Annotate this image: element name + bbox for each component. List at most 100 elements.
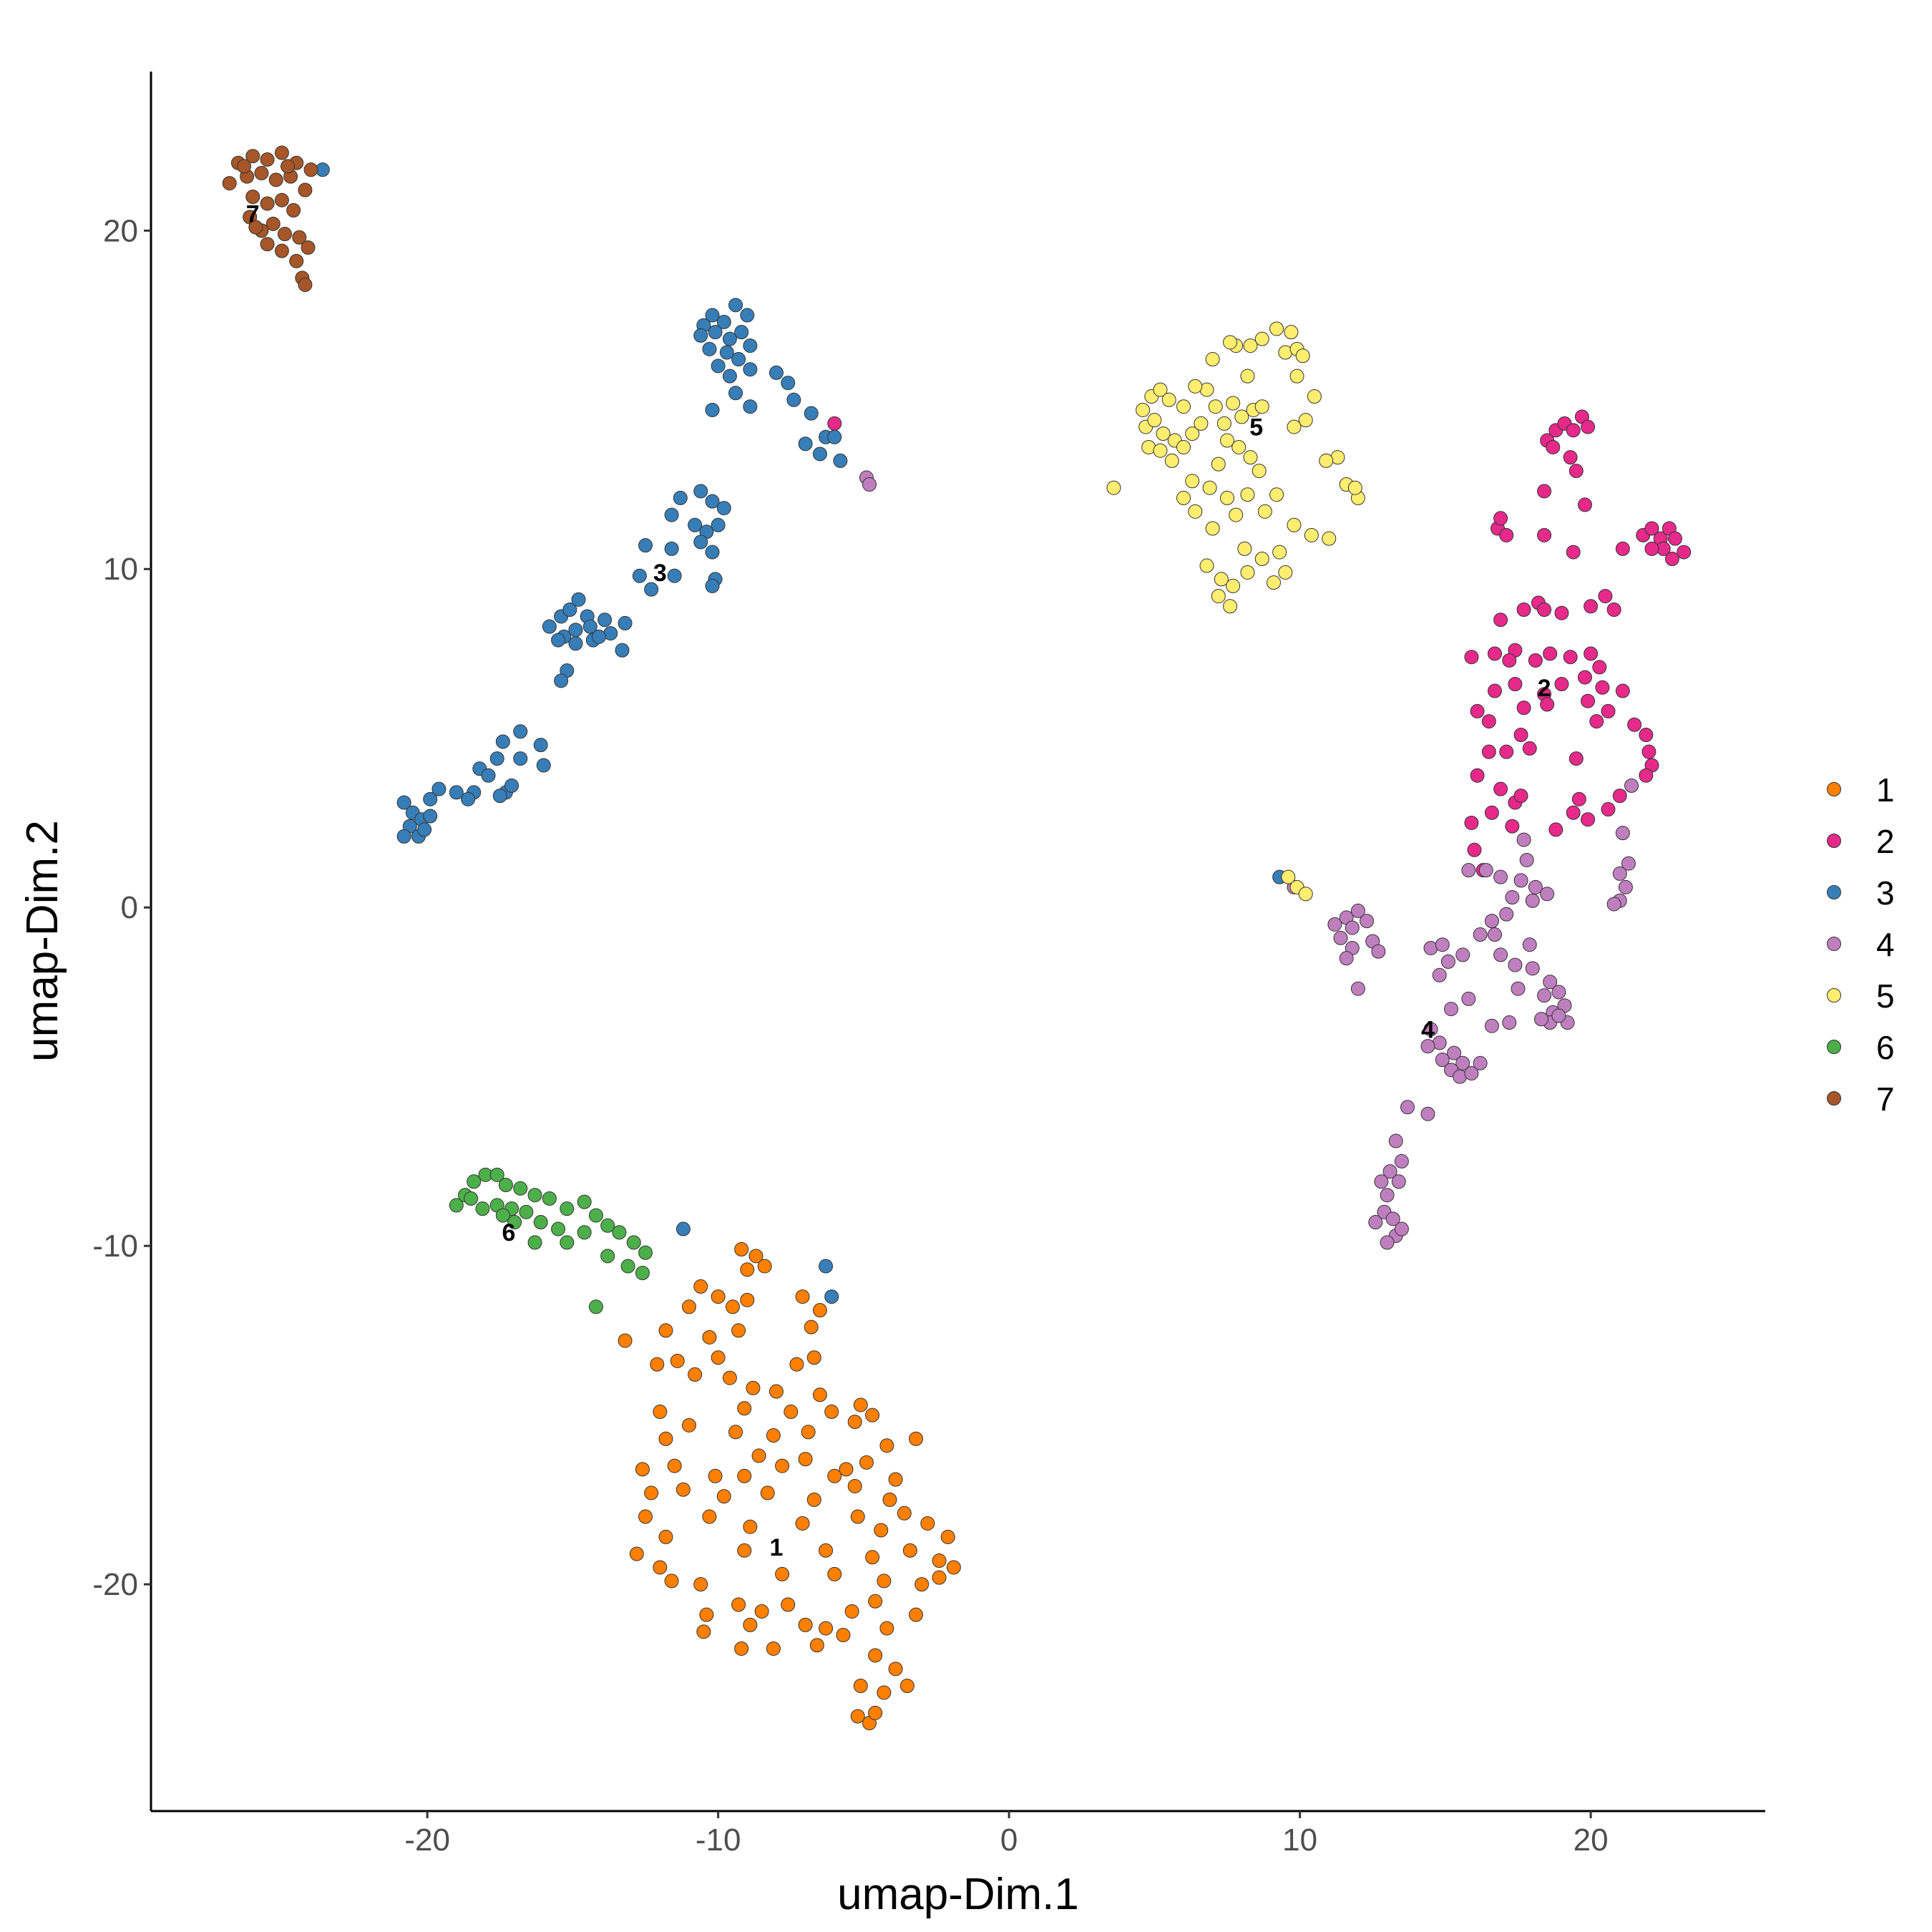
point-cluster-7: [260, 196, 275, 211]
point-cluster-1: [734, 1241, 749, 1257]
point-cluster-5: [1164, 453, 1179, 468]
point-cluster-1: [877, 1685, 892, 1700]
point-cluster-6: [635, 1265, 650, 1280]
legend-item-7: 7: [1827, 1080, 1895, 1118]
point-cluster-4: [1624, 778, 1639, 793]
point-cluster-2: [1677, 545, 1692, 560]
point-cluster-1: [798, 1452, 813, 1467]
point-cluster-4: [1473, 927, 1488, 942]
point-cluster-5: [1257, 504, 1272, 519]
point-cluster-1: [748, 1249, 763, 1264]
point-cluster-2: [1584, 599, 1599, 614]
point-cluster-5: [1267, 575, 1282, 590]
point-cluster-4: [1615, 826, 1630, 841]
point-cluster-2: [1513, 727, 1528, 742]
point-cluster-3: [819, 1259, 834, 1274]
point-cluster-6: [542, 1191, 557, 1206]
point-cluster-4: [1394, 1221, 1409, 1236]
point-cluster-5: [1287, 419, 1302, 434]
point-cluster-3: [582, 619, 597, 634]
point-cluster-1: [940, 1529, 955, 1544]
point-cluster-4: [1374, 1174, 1389, 1189]
point-cluster-1: [682, 1299, 696, 1314]
point-cluster-2: [1470, 703, 1485, 718]
point-cluster-3: [833, 453, 848, 468]
point-cluster-3: [536, 758, 551, 773]
point-cluster-4: [1513, 873, 1528, 888]
point-cluster-2: [1601, 802, 1616, 817]
point-cluster-1: [757, 1259, 772, 1274]
point-cluster-5: [1208, 399, 1223, 414]
point-cluster-7: [222, 176, 237, 191]
point-cluster-4: [1484, 1018, 1499, 1033]
point-cluster-7: [303, 162, 318, 177]
point-cluster-1: [804, 1319, 819, 1335]
point-cluster-1: [650, 1357, 665, 1372]
point-cluster-4: [1385, 1211, 1400, 1226]
point-cluster-4: [1461, 863, 1476, 878]
y-tick-label: 0: [121, 890, 138, 925]
point-cluster-2: [1639, 768, 1654, 783]
point-cluster-1: [751, 1448, 766, 1463]
point-cluster-7: [237, 159, 252, 174]
point-cluster-6: [626, 1235, 641, 1250]
point-cluster-2: [1581, 693, 1596, 708]
point-cluster-5: [1223, 599, 1238, 614]
point-cluster-1: [859, 1455, 874, 1470]
point-cluster-2: [1508, 677, 1523, 692]
point-cluster-1: [809, 1638, 824, 1653]
point-cluster-2: [1627, 717, 1642, 732]
point-cluster-2: [1592, 660, 1607, 675]
point-cluster-1: [824, 1404, 839, 1419]
point-cluster-2: [1667, 531, 1682, 546]
point-cluster-3: [731, 352, 746, 367]
point-cluster-3: [824, 1289, 839, 1304]
point-cluster-4: [1528, 879, 1543, 894]
point-cluster-5: [1237, 541, 1252, 556]
point-cluster-4: [1371, 944, 1386, 959]
point-cluster-6: [527, 1235, 542, 1250]
point-cluster-3: [798, 436, 813, 452]
point-cluster-3: [632, 568, 647, 583]
point-cluster-1: [728, 1425, 743, 1440]
point-cluster-1: [899, 1679, 914, 1694]
y-tick-label: 10: [103, 552, 138, 587]
point-cluster-1: [879, 1621, 894, 1636]
point-cluster-6: [551, 1221, 566, 1236]
x-axis-title: umap-Dim.1: [837, 1870, 1079, 1919]
point-cluster-1: [877, 1574, 892, 1589]
point-cluster-3: [705, 494, 720, 509]
point-cluster-3: [667, 568, 682, 583]
x-tick-label: -10: [696, 1823, 741, 1858]
point-cluster-2: [1487, 683, 1502, 698]
point-cluster-3: [481, 768, 496, 783]
point-cluster-4: [1537, 988, 1552, 1003]
point-cluster-2: [1540, 697, 1555, 712]
point-cluster-1: [737, 1468, 752, 1483]
point-cluster-5: [1202, 480, 1217, 495]
point-cluster-2: [1554, 605, 1569, 620]
point-cluster-2: [1589, 714, 1604, 729]
point-cluster-1: [629, 1546, 644, 1561]
point-cluster-7: [292, 230, 307, 245]
point-cluster-7: [298, 182, 313, 197]
point-cluster-3: [711, 517, 726, 532]
point-cluster-4: [1612, 866, 1627, 881]
point-cluster-1: [920, 1516, 935, 1531]
point-cluster-2: [1601, 703, 1616, 718]
point-cluster-4: [1499, 907, 1514, 922]
point-cluster-6: [560, 1201, 575, 1216]
point-cluster-7: [254, 165, 269, 180]
point-cluster-1: [847, 1478, 862, 1493]
point-cluster-3: [423, 791, 438, 806]
point-cluster-5: [1298, 887, 1313, 902]
point-cluster-6: [498, 1178, 513, 1193]
cluster-label-3: 3: [653, 560, 667, 587]
point-cluster-4: [1380, 1188, 1395, 1203]
point-cluster-3: [461, 791, 476, 806]
point-cluster-1: [740, 1292, 755, 1307]
point-cluster-1: [868, 1705, 883, 1720]
point-cluster-4: [1534, 1012, 1549, 1027]
point-cluster-1: [795, 1289, 810, 1304]
legend-label: 5: [1876, 977, 1895, 1015]
